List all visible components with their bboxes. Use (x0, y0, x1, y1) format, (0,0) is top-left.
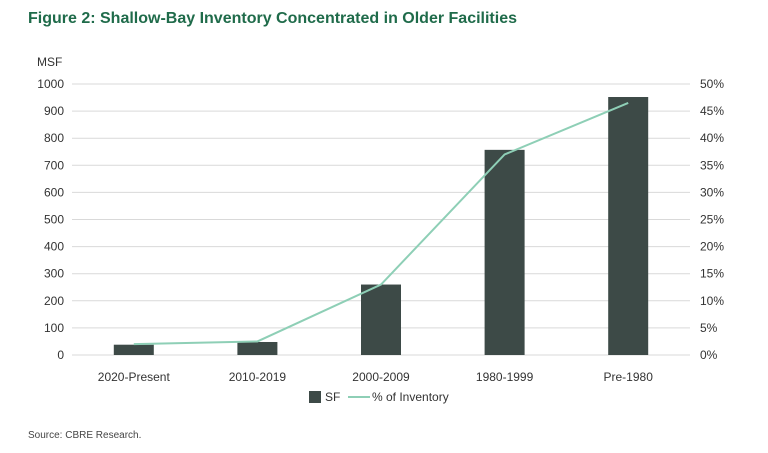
bar (361, 284, 401, 355)
x-tick-label: 2020-Present (98, 370, 171, 384)
bars (113, 97, 649, 356)
y2-tick-label: 50% (700, 77, 724, 91)
y-axis-label: MSF (37, 55, 62, 69)
y-tick-label: 100 (44, 321, 64, 335)
y2-tick-label: 0% (700, 348, 718, 362)
y2-tick-label: 30% (700, 185, 724, 199)
y2-tick-label: 35% (700, 158, 724, 172)
right-axis-ticks: 0% 5% 10% 15% 20% 25% 30% 35% 40% 45% 50% (700, 77, 724, 362)
chart-title: Figure 2: Shallow-Bay Inventory Concentr… (28, 10, 517, 27)
y2-tick-label: 40% (700, 131, 724, 145)
y-tick-label: 200 (44, 294, 64, 308)
y-tick-label: 300 (44, 267, 64, 281)
y-tick-label: 800 (44, 131, 64, 145)
y2-tick-label: 20% (700, 240, 724, 254)
source-note: Source: CBRE Research. (28, 430, 142, 441)
line-series (133, 102, 629, 346)
bar (484, 149, 525, 355)
y-tick-label: 900 (44, 104, 64, 118)
bar (113, 344, 154, 355)
legend-label-sf: SF (325, 390, 340, 404)
y2-tick-label: 5% (700, 321, 718, 335)
legend-label-inventory: % of Inventory (372, 390, 449, 404)
x-tick-label: 2000-2009 (352, 370, 410, 384)
bar (237, 341, 278, 355)
bar (608, 97, 649, 356)
y-tick-label: 0 (57, 348, 64, 362)
y-tick-label: 400 (44, 240, 64, 254)
legend: SF % of Inventory (309, 390, 449, 404)
left-axis-ticks: 0 100 200 300 400 500 600 700 800 900 1000 (37, 77, 64, 362)
y2-tick-label: 10% (700, 294, 724, 308)
x-tick-label: 1980-1999 (476, 370, 534, 384)
x-axis-labels: 2020-Present 2010-2019 2000-2009 1980-1999 P… (98, 370, 653, 384)
y2-tick-label: 15% (700, 267, 724, 281)
legend-swatch-sf (309, 391, 321, 403)
x-tick-label: Pre-1980 (604, 370, 654, 384)
y-tick-label: 600 (44, 185, 64, 199)
y-tick-label: 700 (44, 158, 64, 172)
y2-tick-label: 45% (700, 104, 724, 118)
y-tick-label: 1000 (37, 77, 64, 91)
x-tick-label: 2010-2019 (229, 370, 287, 384)
y2-tick-label: 25% (700, 213, 724, 227)
y-tick-label: 500 (44, 213, 64, 227)
